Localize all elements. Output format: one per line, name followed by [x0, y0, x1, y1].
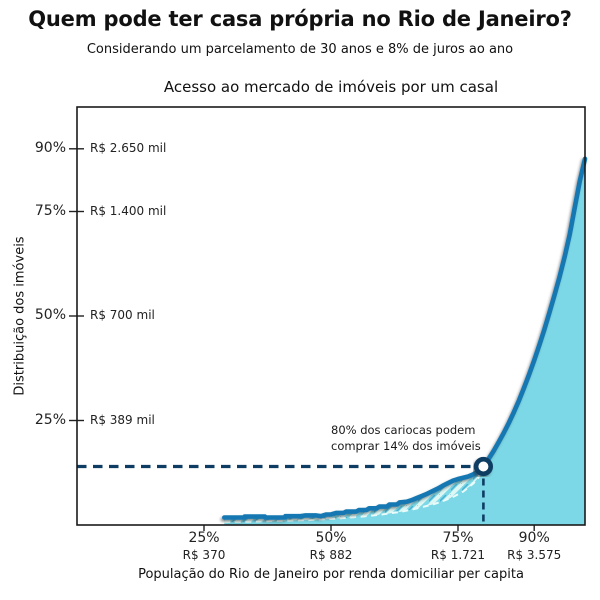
y-tick-value-label: R$ 700 mil — [90, 308, 155, 322]
annotation-marker — [473, 456, 494, 477]
y-tick-percent-label: 50% — [34, 307, 66, 323]
x-tick-percent-label: 90% — [518, 530, 550, 546]
annotation-line1: 80% dos cariocas podem — [331, 423, 476, 437]
x-tick-value-label: R$ 882 — [309, 548, 353, 562]
y-tick-percent-label: 25% — [34, 411, 66, 428]
y-tick-value-label: R$ 1.400 mil — [90, 203, 167, 218]
y-tick-value-label: R$ 389 mil — [90, 412, 155, 427]
page-subtitle: Considerando um parcelamento de 30 anos … — [86, 42, 514, 57]
area-fill — [224, 158, 586, 526]
x-tick-percent-label: 75% — [442, 530, 474, 546]
page-title: Quem pode ter casa própria no Rio de Jan… — [28, 7, 572, 31]
y-tick-percent-label: 90% — [34, 139, 66, 156]
access-curve-line — [222, 156, 588, 520]
annotation-label: 80% dos cariocas podem comprar 14% dos i… — [331, 423, 481, 454]
x-tick-value-label: R$ 3.575 — [507, 548, 562, 562]
x-tick-percent-label: 25% — [188, 530, 220, 546]
y-tick-value-label: R$ 2.650 mil — [90, 140, 167, 155]
x-axis-label: População do Rio de Janeiro por renda do… — [138, 567, 524, 582]
annotation-line2: comprar 14% dos imóveis — [331, 438, 481, 453]
hatch-band — [224, 466, 484, 523]
x-tick-value-label: R$ 370 — [182, 548, 226, 562]
x-tick-value-label: R$ 1.721 — [430, 548, 486, 562]
plot-border — [76, 106, 586, 526]
y-tick-percent-label: 75% — [34, 202, 66, 219]
chart-title: Acesso ao mercado de imóveis por um casa… — [163, 78, 499, 96]
x-tick-percent-label: 50% — [315, 530, 347, 546]
